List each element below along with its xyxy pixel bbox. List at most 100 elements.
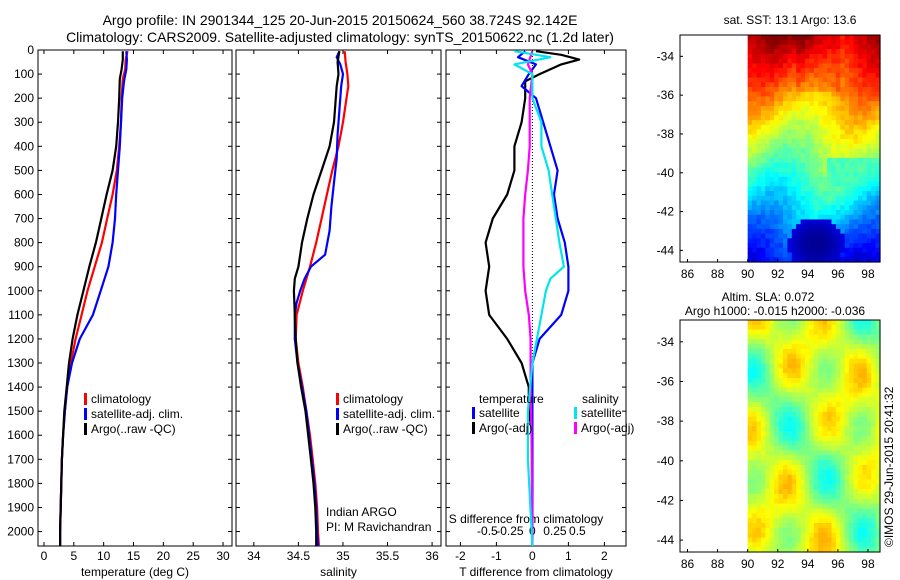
x-tick-label: 34.5 — [287, 549, 311, 563]
map-subtitle: Argo h1000: -0.015 h2000: -0.036 — [685, 304, 865, 318]
legend-swatch — [84, 393, 87, 405]
map-field — [747, 320, 881, 553]
x-tick-label: 10 — [97, 549, 111, 563]
x-tick-label: 20 — [157, 549, 171, 563]
map-y-tick-label: -40 — [657, 166, 675, 180]
series-line-salinity-argo-adj — [522, 50, 534, 546]
y-tick-label: 400 — [14, 139, 34, 153]
map-y-tick-label: -36 — [657, 88, 675, 102]
legend-label: satellite-adj. clim. — [91, 407, 183, 421]
y-tick-label: 1500 — [7, 404, 34, 418]
legend-swatch — [574, 407, 577, 419]
map-x-tick-label: 86 — [681, 557, 695, 571]
legend-label: Argo(-adj) — [479, 421, 532, 435]
map-x-tick-label: 98 — [861, 557, 875, 571]
map-x-tick-label: 90 — [741, 557, 755, 571]
legend-group-title: salinity — [582, 392, 619, 406]
legend-label: climatology — [343, 392, 403, 406]
map-y-tick-label: -44 — [657, 533, 675, 547]
map-y-tick-label: -44 — [657, 243, 675, 257]
y-tick-label: 300 — [14, 115, 34, 129]
x-tick-label: 15 — [127, 549, 141, 563]
legend-swatch — [472, 407, 475, 419]
x-tick-label: 1 — [565, 549, 572, 563]
map-x-tick-label: 96 — [831, 267, 845, 281]
s-diff-tick-label: -0.25 — [496, 524, 524, 538]
legend-swatch — [472, 422, 475, 434]
map-panels: 86 88 90 92 94 96 98 -34 -36 -38 -40 -42 -44 sat. SST… — [657, 13, 881, 571]
x-tick-label: 36 — [425, 549, 439, 563]
legend-label: Argo(..raw -QC) — [343, 422, 428, 436]
x-tick-label: -1 — [491, 549, 502, 563]
y-tick-label: 600 — [14, 187, 34, 201]
profile-panel-1: 0100200300400500600700800900100011001200… — [7, 43, 233, 579]
profile-panel-3: -2 -1 0 1 2 T difference from climatology -0.5… — [445, 49, 634, 579]
series-line-temperature-satellite — [516, 50, 570, 546]
map-panel-2: 86 88 90 92 94 96 98 -34 -36 -38 -40 -42 -44 Altim. S… — [657, 290, 881, 571]
map-y-tick-label: -34 — [657, 49, 675, 63]
s-diff-tick-label: 0.25 — [543, 524, 567, 538]
series-line-argo-raw-qc — [292, 51, 341, 546]
series-line-argo-raw-qc — [58, 51, 124, 546]
series-line-temperature-argo-adj — [484, 50, 581, 546]
legend-swatch — [336, 423, 339, 435]
legend-label: satellite — [581, 406, 622, 420]
map-field — [747, 35, 881, 263]
series-group — [58, 50, 129, 546]
legend-label: Argo(-adj) — [581, 421, 634, 435]
legend-group-title: temperature — [479, 392, 544, 406]
s-diff-tick-label: 0.5 — [569, 524, 586, 538]
map-x-tick-label: 88 — [711, 267, 725, 281]
map-x-tick-label: 90 — [741, 267, 755, 281]
y-tick-label: 500 — [14, 163, 34, 177]
x-tick-label: 35.5 — [376, 549, 400, 563]
y-tick-label: 2000 — [7, 525, 34, 539]
legend-label: climatology — [91, 392, 151, 406]
series-line-salinity-satellite — [513, 50, 566, 546]
map-panel-1: 86 88 90 92 94 96 98 -34 -36 -38 -40 -42 -44 sat. SST… — [657, 13, 881, 281]
map-y-tick-label: -34 — [657, 335, 675, 349]
x-tick-label: -2 — [455, 549, 466, 563]
legend-swatch — [84, 408, 87, 420]
map-x-tick-label: 94 — [801, 267, 815, 281]
y-tick-label: 1000 — [7, 284, 34, 298]
y-tick-label: 200 — [14, 91, 34, 105]
map-x-tick-label: 98 — [861, 267, 875, 281]
x-tick-label: 2 — [601, 549, 608, 563]
legend-swatch — [336, 393, 339, 405]
legend-swatch — [84, 423, 87, 435]
x-tick-label: 35 — [336, 549, 350, 563]
profile-panel-2: 34 34.5 35 35.5 36 salinity climatologysatelli… — [235, 49, 442, 579]
legend-swatch — [336, 408, 339, 420]
map-x-tick-label: 96 — [831, 557, 845, 571]
map-x-tick-label: 88 — [711, 557, 725, 571]
map-y-tick-label: -36 — [657, 374, 675, 388]
series-group — [484, 50, 581, 546]
figure-title-line-1: Argo profile: IN 2901344_125 20-Jun-2015… — [102, 12, 578, 28]
legend-label: Argo(..raw -QC) — [91, 422, 176, 436]
figure-title-line-2: Climatology: CARS2009. Satellite-adjuste… — [66, 29, 614, 45]
map-title: sat. SST: 13.1 Argo: 13.6 — [724, 13, 857, 27]
map-x-tick-label: 94 — [801, 557, 815, 571]
legend-label: satellite-adj. clim. — [343, 407, 435, 421]
y-tick-label: 1700 — [7, 452, 34, 466]
map-y-tick-label: -38 — [657, 127, 675, 141]
y-tick-label: 1200 — [7, 332, 34, 346]
y-tick-label: 1800 — [7, 476, 34, 490]
y-tick-label: 1400 — [7, 380, 34, 394]
map-x-tick-label: 92 — [771, 267, 785, 281]
map-y-tick-label: -40 — [657, 454, 675, 468]
x-axis-label: T difference from climatology — [459, 565, 613, 579]
x-axis-label: salinity — [320, 565, 357, 579]
y-tick-label: 1900 — [7, 500, 34, 514]
legend-swatch — [574, 422, 577, 434]
x-tick-label: 34 — [247, 549, 261, 563]
map-x-tick-label: 86 — [681, 267, 695, 281]
x-tick-label: 30 — [216, 549, 230, 563]
plot-frame — [445, 49, 627, 547]
y-tick-label: 100 — [14, 67, 34, 81]
y-tick-label: 1300 — [7, 356, 34, 370]
s-diff-axis-label: S difference from climatology — [449, 512, 604, 526]
s-diff-tick-label: -0.5 — [477, 524, 498, 538]
